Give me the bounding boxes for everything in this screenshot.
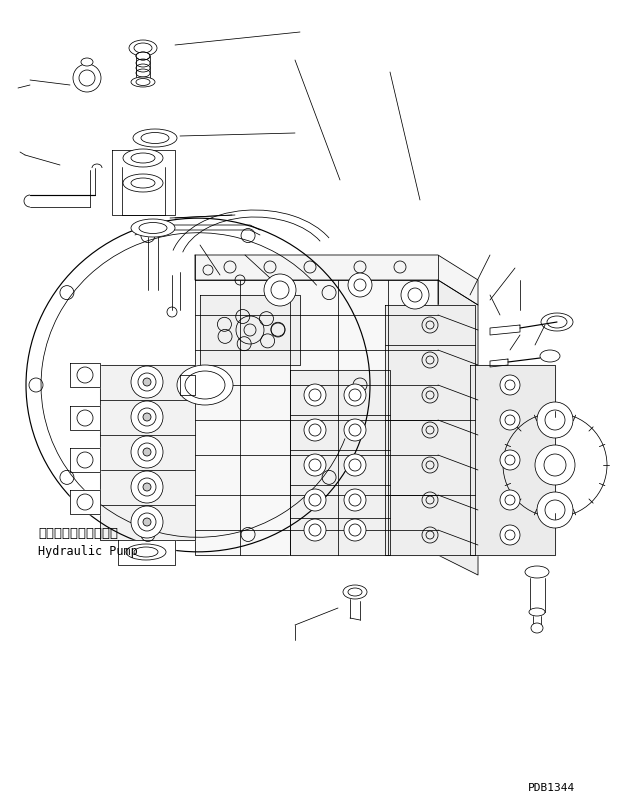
Ellipse shape	[131, 436, 163, 468]
Ellipse shape	[304, 419, 326, 441]
Ellipse shape	[143, 483, 151, 491]
Polygon shape	[438, 280, 478, 575]
Ellipse shape	[131, 401, 163, 433]
Ellipse shape	[143, 378, 151, 386]
Polygon shape	[195, 280, 438, 555]
Polygon shape	[195, 255, 478, 305]
Ellipse shape	[136, 52, 150, 60]
Ellipse shape	[304, 519, 326, 541]
Ellipse shape	[541, 313, 573, 331]
Ellipse shape	[500, 525, 520, 545]
Ellipse shape	[304, 454, 326, 476]
Ellipse shape	[344, 489, 366, 511]
Ellipse shape	[131, 366, 163, 398]
Ellipse shape	[537, 492, 573, 528]
Text: Hydraulic Pump: Hydraulic Pump	[38, 545, 137, 558]
Ellipse shape	[525, 566, 549, 578]
Ellipse shape	[535, 445, 575, 485]
Ellipse shape	[401, 281, 429, 309]
Ellipse shape	[343, 585, 367, 599]
Polygon shape	[290, 370, 390, 555]
Ellipse shape	[344, 419, 366, 441]
Ellipse shape	[73, 64, 101, 92]
Polygon shape	[100, 365, 195, 540]
Ellipse shape	[348, 273, 372, 297]
Ellipse shape	[344, 519, 366, 541]
Polygon shape	[470, 365, 555, 555]
Ellipse shape	[133, 129, 177, 147]
Ellipse shape	[131, 77, 155, 87]
Polygon shape	[70, 490, 100, 514]
Ellipse shape	[131, 506, 163, 538]
Polygon shape	[118, 540, 175, 565]
Polygon shape	[200, 295, 300, 365]
Ellipse shape	[500, 410, 520, 430]
Ellipse shape	[131, 471, 163, 503]
Polygon shape	[112, 150, 175, 215]
Ellipse shape	[540, 350, 560, 362]
Ellipse shape	[500, 375, 520, 395]
Ellipse shape	[529, 608, 545, 616]
Ellipse shape	[177, 365, 233, 405]
Ellipse shape	[143, 518, 151, 526]
Ellipse shape	[143, 413, 151, 421]
Ellipse shape	[304, 489, 326, 511]
Ellipse shape	[123, 174, 163, 192]
Polygon shape	[70, 363, 100, 387]
Ellipse shape	[344, 384, 366, 406]
Ellipse shape	[143, 448, 151, 456]
Ellipse shape	[500, 450, 520, 470]
Ellipse shape	[129, 40, 157, 56]
Ellipse shape	[81, 58, 93, 66]
Text: PDB1344: PDB1344	[528, 783, 575, 793]
Polygon shape	[70, 448, 100, 472]
Ellipse shape	[126, 544, 166, 560]
Ellipse shape	[131, 219, 175, 237]
Text: ハイドロリックポンプ: ハイドロリックポンプ	[38, 527, 118, 540]
Ellipse shape	[531, 623, 543, 633]
Ellipse shape	[500, 490, 520, 510]
Polygon shape	[70, 406, 100, 430]
Ellipse shape	[344, 454, 366, 476]
Ellipse shape	[304, 384, 326, 406]
Ellipse shape	[123, 149, 163, 167]
Ellipse shape	[264, 274, 296, 306]
Ellipse shape	[537, 402, 573, 438]
Polygon shape	[385, 305, 475, 555]
